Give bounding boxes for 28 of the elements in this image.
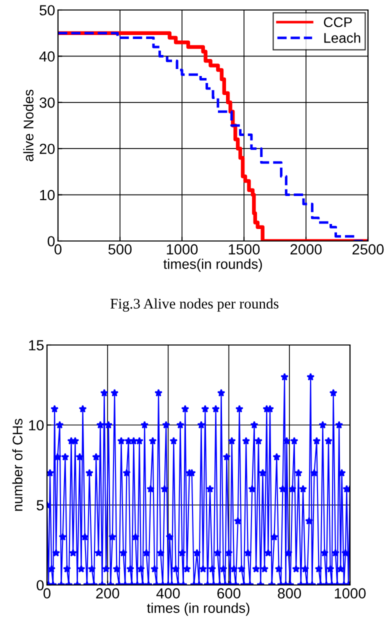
- legend-label: Leach: [324, 32, 360, 43]
- legend-label: CCP: [324, 17, 352, 28]
- y-axis-title: number of CHs: [12, 418, 22, 511]
- y-tick-label: 20: [40, 144, 55, 154]
- y-tick-label: 40: [39, 51, 55, 62]
- y-tick-label: 10: [29, 420, 44, 430]
- x-tick-label: 0: [54, 244, 62, 254]
- caption: Fig.3 Alive nodes per rounds: [110, 298, 278, 312]
- y-axis-title: alive Nodes: [23, 90, 34, 162]
- y-tick-label: 15: [29, 340, 44, 350]
- y-tick-label: 10: [40, 190, 55, 200]
- x-tick-label: 1000: [334, 588, 366, 598]
- x-tick-label: 1000: [166, 244, 198, 254]
- x-tick-label: 400: [156, 588, 180, 598]
- x-tick-label: 800: [278, 588, 301, 598]
- y-tick-label: 50: [40, 5, 55, 16]
- y-tick-label: 30: [40, 98, 55, 108]
- y-tick-label: 0: [36, 580, 44, 590]
- y-tick-label: 5: [36, 500, 44, 510]
- x-axis-title: times (in rounds): [147, 602, 250, 616]
- x-axis-title: times(in rounds): [163, 258, 262, 272]
- y-tick-label: 0: [48, 236, 55, 246]
- x-tick-label: 600: [217, 588, 240, 598]
- x-tick-label: 500: [108, 244, 132, 254]
- x-tick-label: 1500: [228, 244, 260, 254]
- x-tick-label: 2000: [290, 244, 322, 254]
- x-tick-label: 2500: [352, 244, 384, 254]
- x-tick-label: 200: [96, 588, 120, 598]
